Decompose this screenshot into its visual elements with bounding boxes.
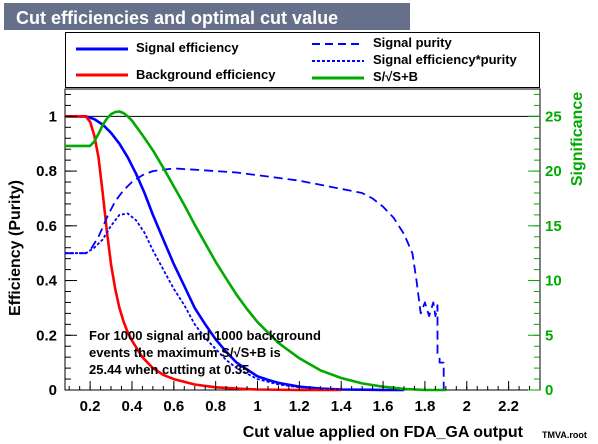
x-tick-label: 0.4 — [122, 398, 144, 415]
x-tick-label: 1.4 — [331, 398, 353, 415]
y-axis-label: Efficiency (Purity) — [7, 180, 24, 316]
x-axis-label: Cut value applied on FDA_GA output — [243, 424, 524, 441]
y-tick-label: 0.2 — [36, 327, 57, 344]
x-tick-label: 1.6 — [373, 398, 394, 415]
x-tick-label: 1.2 — [289, 398, 310, 415]
y2-tick-label: 20 — [545, 163, 562, 180]
legend-label-signal-efficiency: Signal efficiency — [136, 40, 239, 55]
annotation-line: events the maximum S/√S+B is — [89, 345, 281, 360]
y-axis: 0 0.2 0.4 0.6 0.8 1 — [36, 93, 77, 399]
annotation-line: 25.44 when cutting at 0.35 — [89, 362, 250, 377]
annotation-line: For 1000 signal and 1000 background — [89, 328, 321, 343]
chart-title-box: Cut efficiencies and optimal cut value — [4, 3, 410, 30]
chart-title: Cut efficiencies and optimal cut value — [16, 8, 339, 28]
x-tick-label: 0.2 — [80, 398, 101, 415]
y2-tick-label: 0 — [545, 382, 553, 399]
legend-label-background-efficiency: Background efficiency — [136, 67, 276, 82]
x-axis: 0.2 0.4 0.6 0.8 1 1.2 1.4 1.6 1.8 2 2.2 — [68, 381, 541, 415]
y2-tick-label: 15 — [545, 218, 562, 235]
y2-axis: 0 5 10 15 20 25 — [528, 93, 562, 399]
x-tick-label: 1.8 — [414, 398, 435, 415]
y2-tick-label: 10 — [545, 273, 562, 290]
y-tick-label: 0.4 — [36, 273, 58, 290]
series-line-2 — [65, 167, 445, 390]
watermark: TMVA.root — [542, 430, 587, 440]
x-tick-label: 1 — [253, 398, 261, 415]
legend-label-significance: S/√S+B — [373, 69, 419, 84]
x-tick-label: 2 — [463, 398, 471, 415]
series-line-3 — [65, 212, 384, 391]
series-line-4 — [65, 110, 446, 392]
y2-tick-label: 5 — [545, 327, 553, 344]
legend-label-eff-purity: Signal efficiency*purity — [373, 52, 517, 67]
y2-axis-label: Significance — [569, 92, 586, 186]
y-tick-label: 0.8 — [36, 163, 57, 180]
annotation: For 1000 signal and 1000 background even… — [89, 327, 321, 378]
legend: Signal efficiency Background efficiency … — [65, 32, 540, 88]
y-tick-label: 0.6 — [36, 218, 57, 235]
x-tick-label: 0.8 — [205, 398, 226, 415]
x-tick-label: 0.6 — [163, 398, 184, 415]
y-tick-label: 1 — [49, 108, 57, 125]
x-tick-label: 2.2 — [498, 398, 519, 415]
y-tick-label: 0 — [49, 382, 57, 399]
legend-label-signal-purity: Signal purity — [373, 35, 452, 50]
y2-tick-label: 25 — [545, 108, 562, 125]
series-line-1 — [65, 115, 342, 392]
